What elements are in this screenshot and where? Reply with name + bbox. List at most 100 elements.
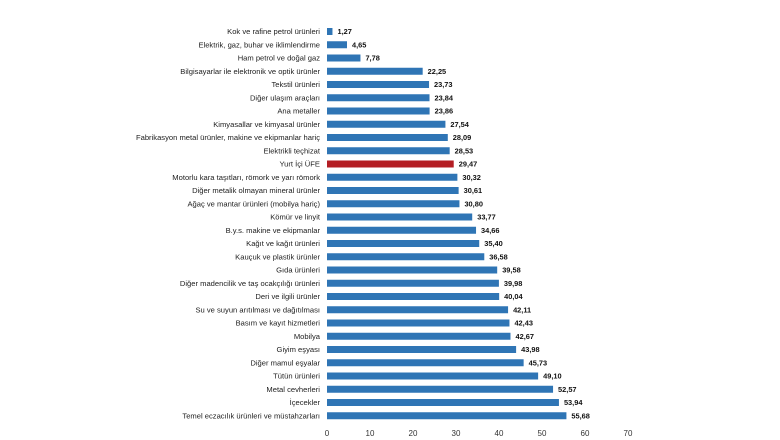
bar-15 <box>327 226 477 234</box>
bar-21 <box>327 306 509 314</box>
value-label-4: 23,73 <box>434 80 453 89</box>
value-label-13: 30,80 <box>464 199 483 208</box>
category-label-22: Basım ve kayıt hizmetleri <box>236 319 321 328</box>
bar-11 <box>327 173 458 181</box>
bar-0 <box>327 28 333 35</box>
value-label-3: 22,25 <box>428 67 447 76</box>
bar-5 <box>327 94 430 102</box>
category-label-29: Temel eczacılık ürünleri ve müstahzarlar… <box>182 411 320 420</box>
category-label-8: Fabrikasyon metal ürünler, makine ve eki… <box>136 133 320 142</box>
category-label-27: Metal cevherleri <box>266 385 320 394</box>
category-label-1: Elektrik, gaz, buhar ve iklimlendirme <box>198 40 320 49</box>
bar-2 <box>327 54 361 62</box>
value-label-9: 28,53 <box>455 146 474 155</box>
x-tick-label-3: 30 <box>452 429 461 438</box>
value-label-28: 53,94 <box>564 398 583 407</box>
x-tick-label-7: 70 <box>624 429 633 438</box>
bar-22 <box>327 319 510 327</box>
bar-17 <box>327 253 485 261</box>
bar-16 <box>327 240 480 247</box>
value-label-11: 30,32 <box>462 173 481 182</box>
value-label-0: 1,27 <box>337 27 351 36</box>
category-labels: Kok ve rafine petrol ürünleri Elektrik, g… <box>136 27 321 420</box>
category-label-17: Kauçuk ve plastik ürünler <box>235 252 320 261</box>
category-label-5: Diğer ulaşım araçları <box>250 93 320 102</box>
value-label-19: 39,98 <box>504 279 523 288</box>
value-label-10: 29,47 <box>459 160 478 169</box>
x-tick-label-1: 10 <box>366 429 375 438</box>
value-label-26: 49,10 <box>543 372 562 381</box>
bar-19 <box>327 279 499 287</box>
value-label-1: 4,65 <box>352 40 366 49</box>
value-label-8: 28,09 <box>453 133 472 142</box>
value-label-15: 34,66 <box>481 226 500 235</box>
category-label-0: Kok ve rafine petrol ürünleri <box>227 27 320 36</box>
bar-10 <box>327 160 454 168</box>
value-label-17: 36,58 <box>489 252 508 261</box>
category-label-16: Kağıt ve kağıt ürünleri <box>246 239 320 248</box>
value-labels: 1,274,65 7,78 22,25 23,73 23,84 23,86 27,54 28,… <box>337 27 589 420</box>
bar-24 <box>327 346 517 353</box>
value-label-18: 39,58 <box>502 266 521 275</box>
bar-6 <box>327 107 430 115</box>
value-label-21: 42,11 <box>513 305 531 314</box>
bars-layer <box>327 28 567 420</box>
category-label-9: Elektrikli teçhizat <box>263 146 320 155</box>
value-label-20: 40,04 <box>504 292 523 301</box>
category-label-3: Bilgisayarlar ile elektronik ve optik ür… <box>180 67 320 76</box>
category-label-13: Ağaç ve mantar ürünleri (mobilya hariç) <box>187 199 320 208</box>
value-label-22: 42,43 <box>514 319 533 328</box>
value-label-16: 35,40 <box>484 239 503 248</box>
bar-7 <box>327 120 446 128</box>
value-label-24: 43,98 <box>521 345 540 354</box>
category-label-11: Motorlu kara taşıtları, römork ve yarı r… <box>172 173 320 182</box>
x-tick-label-5: 50 <box>538 429 547 438</box>
bar-9 <box>327 147 450 155</box>
bar-4 <box>327 81 430 88</box>
bar-14 <box>327 213 473 221</box>
bar-3 <box>327 67 423 75</box>
value-label-14: 33,77 <box>477 213 496 222</box>
category-label-2: Ham petrol ve doğal gaz <box>238 54 321 63</box>
bar-25 <box>327 359 524 367</box>
x-tick-label-4: 40 <box>495 429 504 438</box>
x-tick-label-0: 0 <box>325 429 330 438</box>
category-label-18: Gıda ürünleri <box>276 266 320 275</box>
bar-29 <box>327 412 567 420</box>
x-axis: 0 10 20 30 40 50 60 70 <box>325 429 633 438</box>
value-label-27: 52,57 <box>558 385 577 394</box>
x-tick-label-2: 20 <box>409 429 418 438</box>
category-label-24: Giyim eşyası <box>277 345 320 354</box>
category-label-4: Tekstil ürünleri <box>271 80 320 89</box>
bar-27 <box>327 385 554 393</box>
category-label-28: İçecekler <box>290 398 321 407</box>
value-label-6: 23,86 <box>435 107 454 116</box>
value-label-29: 55,68 <box>571 411 590 420</box>
bar-13 <box>327 200 460 208</box>
value-label-5: 23,84 <box>435 93 454 102</box>
bar-20 <box>327 293 500 300</box>
bar-8 <box>327 134 448 141</box>
category-label-26: Tütün ürünleri <box>273 372 320 381</box>
category-label-12: Diğer metalik olmayan mineral ürünler <box>192 186 320 195</box>
value-label-12: 30,61 <box>464 186 483 195</box>
value-label-25: 45,73 <box>529 358 548 367</box>
category-label-23: Mobilya <box>294 332 321 341</box>
bar-28 <box>327 399 559 406</box>
category-label-15: B.y.s. makine ve ekipmanlar <box>226 226 321 235</box>
category-label-25: Diğer mamul eşyalar <box>250 358 320 367</box>
category-label-19: Diğer madencilik ve taş ocakçılığı ürünl… <box>180 279 320 288</box>
category-label-7: Kimyasallar ve kimyasal ürünler <box>213 120 320 129</box>
category-label-20: Deri ve ilgili ürünler <box>255 292 320 301</box>
bar-23 <box>327 332 511 340</box>
bar-1 <box>327 41 347 49</box>
x-tick-label-6: 60 <box>581 429 590 438</box>
category-label-14: Kömür ve linyit <box>270 213 321 222</box>
category-label-10: Yurt İçi ÜFE <box>279 160 320 169</box>
category-label-6: Ana metaller <box>277 107 320 116</box>
bar-12 <box>327 187 459 194</box>
value-label-7: 27,54 <box>450 120 469 129</box>
value-label-2: 7,78 <box>365 54 379 63</box>
category-label-21: Su ve suyun arıtılması ve dağıtılması <box>195 305 320 314</box>
